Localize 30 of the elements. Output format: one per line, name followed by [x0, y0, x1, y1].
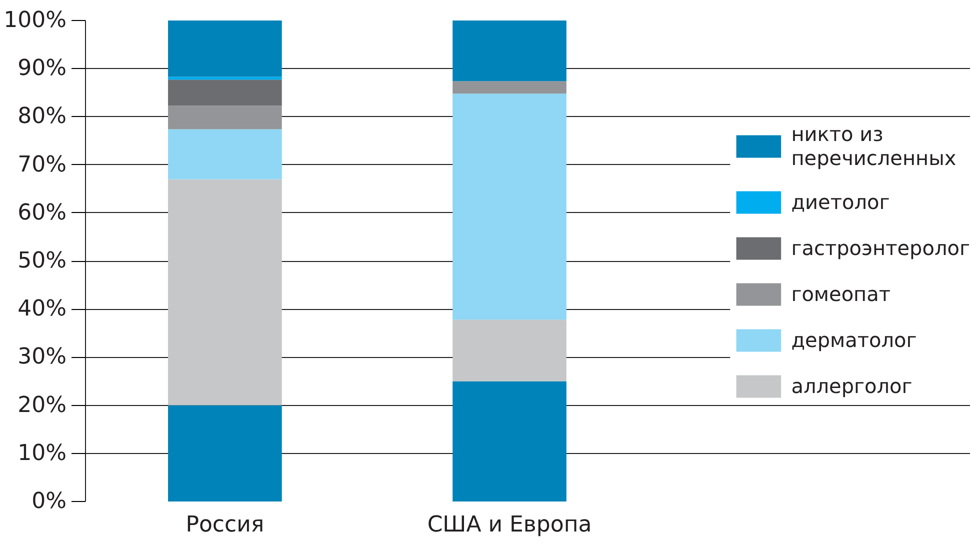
bar: [168, 106, 282, 130]
legend-label: диетолог: [791, 190, 890, 214]
y-tick-label: 10%: [18, 440, 67, 466]
legend-label: аллерголог: [791, 374, 912, 398]
y-tick-label: 40%: [18, 296, 67, 322]
x-tick-label: США и Европа: [427, 512, 592, 538]
legend-label: гастроэнтеролог: [791, 236, 970, 260]
bar: [452, 320, 566, 382]
y-tick-label: 60%: [18, 200, 67, 226]
bar: [168, 129, 282, 180]
y-tick-label: 100%: [4, 8, 67, 33]
y-tick-label: 20%: [18, 392, 67, 418]
bar: [452, 81, 566, 94]
bar: [452, 94, 566, 320]
bar: [452, 381, 566, 502]
bar: [168, 179, 282, 406]
y-tick-label: 90%: [18, 56, 67, 82]
bar: [168, 80, 282, 106]
x-tick-label: Россия: [186, 512, 264, 538]
bar: [168, 405, 282, 502]
y-tick-label: 70%: [18, 152, 67, 178]
y-tick-label: 0%: [32, 489, 67, 514]
y-tick-label: 30%: [18, 344, 67, 370]
legend-label: дерматолог: [791, 328, 917, 352]
bar: [168, 20, 282, 77]
y-tick-label: 80%: [18, 104, 67, 130]
legend-label: гомеопат: [791, 282, 891, 306]
y-tick-label: 50%: [18, 248, 67, 274]
legend-label: никто из перечисленных: [791, 122, 956, 170]
bar: [452, 20, 566, 82]
